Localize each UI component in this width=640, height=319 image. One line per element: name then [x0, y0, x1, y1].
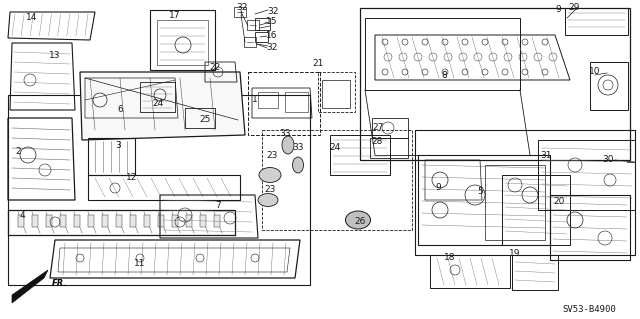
Bar — [144, 215, 150, 227]
Text: 19: 19 — [509, 249, 521, 257]
Text: 5: 5 — [477, 188, 483, 197]
Text: 4: 4 — [19, 211, 25, 219]
Bar — [186, 215, 192, 227]
Bar — [200, 215, 206, 227]
Bar — [18, 215, 24, 227]
Text: 17: 17 — [169, 11, 180, 19]
Polygon shape — [12, 270, 48, 303]
Text: 16: 16 — [266, 31, 278, 40]
Text: 11: 11 — [134, 258, 146, 268]
Text: 18: 18 — [444, 253, 456, 262]
Ellipse shape — [282, 136, 294, 154]
Ellipse shape — [292, 157, 303, 173]
Text: 22: 22 — [209, 63, 221, 71]
Text: 33: 33 — [292, 144, 304, 152]
Text: 6: 6 — [117, 106, 123, 115]
Text: 24: 24 — [152, 99, 164, 108]
Text: 20: 20 — [554, 197, 564, 206]
Text: 3: 3 — [115, 140, 121, 150]
Text: 2: 2 — [15, 147, 21, 157]
Bar — [158, 215, 164, 227]
Text: 32: 32 — [268, 8, 278, 17]
Ellipse shape — [258, 194, 278, 206]
Text: 23: 23 — [264, 186, 276, 195]
Text: 13: 13 — [49, 50, 61, 60]
Text: 30: 30 — [602, 155, 614, 165]
Bar — [60, 215, 66, 227]
Text: 28: 28 — [371, 137, 383, 146]
Bar — [74, 215, 80, 227]
Bar — [88, 215, 94, 227]
Text: 23: 23 — [266, 151, 278, 160]
Text: 27: 27 — [372, 123, 384, 132]
Bar — [46, 215, 52, 227]
Text: 31: 31 — [540, 151, 552, 160]
Polygon shape — [80, 72, 245, 140]
Text: 15: 15 — [266, 18, 278, 26]
Text: FR.: FR. — [52, 279, 67, 288]
Text: 33: 33 — [279, 129, 291, 137]
Text: 7: 7 — [215, 201, 221, 210]
Text: 9: 9 — [555, 5, 561, 14]
Text: 1: 1 — [252, 95, 258, 105]
Bar — [32, 215, 38, 227]
Bar — [172, 215, 178, 227]
Text: 8: 8 — [441, 70, 447, 79]
Text: 14: 14 — [26, 13, 38, 23]
Ellipse shape — [259, 167, 281, 182]
Bar — [116, 215, 122, 227]
Ellipse shape — [346, 211, 371, 229]
Text: 32: 32 — [266, 42, 278, 51]
Text: SV53-B4900: SV53-B4900 — [562, 306, 616, 315]
Text: 21: 21 — [312, 58, 324, 68]
Text: 12: 12 — [126, 174, 138, 182]
Text: 26: 26 — [355, 218, 365, 226]
Bar — [102, 215, 108, 227]
Text: 32: 32 — [236, 4, 248, 12]
Text: 24: 24 — [330, 143, 340, 152]
Text: 29: 29 — [568, 4, 580, 12]
Text: 25: 25 — [199, 115, 211, 124]
Text: 10: 10 — [589, 68, 601, 77]
Text: 9: 9 — [435, 183, 441, 192]
Bar — [130, 215, 136, 227]
Bar — [214, 215, 220, 227]
